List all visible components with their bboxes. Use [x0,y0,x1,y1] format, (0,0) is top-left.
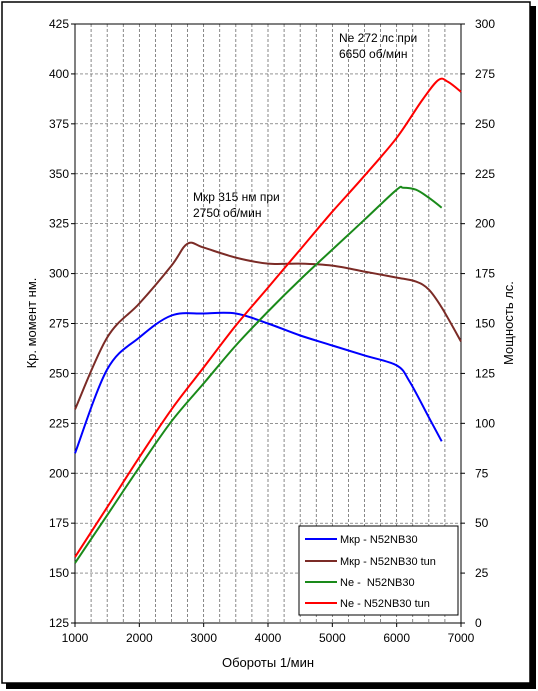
x-tick-label: 1000 [62,631,89,645]
legend-item-power-tuned: Ne - N52NB30 tun [305,598,430,610]
x-tick-label: 3000 [190,631,217,645]
series-line-power-tuned [74,77,462,558]
annotation-power-line2: 6650 об/мин [339,47,408,61]
y-left-tick-label: 425 [49,17,69,31]
y-left-tick-label: 300 [49,267,69,281]
annotation-torque-line2: 2750 об/мин [193,206,262,220]
y-right-tick-label: 0 [475,616,482,630]
y-left-tick-label: 350 [49,167,69,181]
y-left-tick-label: 200 [49,466,69,480]
legend-label-power-tuned: Ne - N52NB30 tun [340,598,430,610]
x-tick-label: 2000 [126,631,153,645]
y-left-tick-label: 375 [49,117,69,131]
legend-item-power-stock: Ne - N52NB30 [305,577,415,589]
y-left-tick-label: 400 [49,67,69,81]
y-right-tick-label: 125 [475,366,495,380]
legend: Мкр - N52NB30 Мкр - N52NB30 tun Ne - N52… [298,525,459,616]
y-right-tick-label: 200 [475,217,495,231]
y-right-tick-label: 100 [475,416,495,430]
x-tick-label: 7000 [448,631,475,645]
legend-label-torque-stock: Мкр - N52NB30 [340,534,418,546]
y-right-tick-label: 250 [475,117,495,131]
x-tick-label: 5000 [319,631,346,645]
y-left-tick-label: 325 [49,217,69,231]
y-left-tick-label: 225 [49,416,69,430]
y-right-axis-title: Мощность лс. [501,281,516,365]
grid [75,24,461,623]
series-line-torque-stock [74,311,443,454]
legend-item-torque-tuned: Мкр - N52NB30 tun [305,556,436,568]
x-tick-label: 6000 [383,631,410,645]
legend-item-torque-stock: Мкр - N52NB30 [305,534,418,546]
annotation-torque-line1: Мкр 315 нм при [193,190,280,204]
y-right-tick-label: 175 [475,267,495,281]
y-left-tick-label: 250 [49,366,69,380]
x-axis-title: Обороты 1/мин [222,655,314,670]
legend-label-torque-tuned: Мкр - N52NB30 tun [340,556,436,568]
series-lines [74,77,462,564]
y-left-tick-label: 275 [49,317,69,331]
y-left-tick-label: 150 [49,566,69,580]
annotation-power-line1: Ne 272 лс при [339,31,417,45]
y-right-tick-label: 300 [475,17,495,31]
legend-label-power-stock: Ne - N52NB30 [340,577,415,589]
y-left-axis-title: Кр. момент нм. [24,278,39,369]
ticks: 1000 2000 3000 4000 5000 6000 7000125150175200… [49,17,495,645]
series-line-power-stock [74,185,443,564]
x-tick-label: 4000 [255,631,282,645]
y-right-tick-label: 225 [475,167,495,181]
y-right-tick-label: 50 [475,516,489,530]
legend-box [298,525,459,616]
series-line-torque-tuned [74,241,462,410]
y-left-tick-label: 175 [49,516,69,530]
y-right-tick-label: 150 [475,317,495,331]
y-right-tick-label: 25 [475,566,489,580]
y-right-tick-label: 75 [475,466,489,480]
y-right-tick-label: 275 [475,67,495,81]
y-left-tick-label: 125 [49,616,69,630]
